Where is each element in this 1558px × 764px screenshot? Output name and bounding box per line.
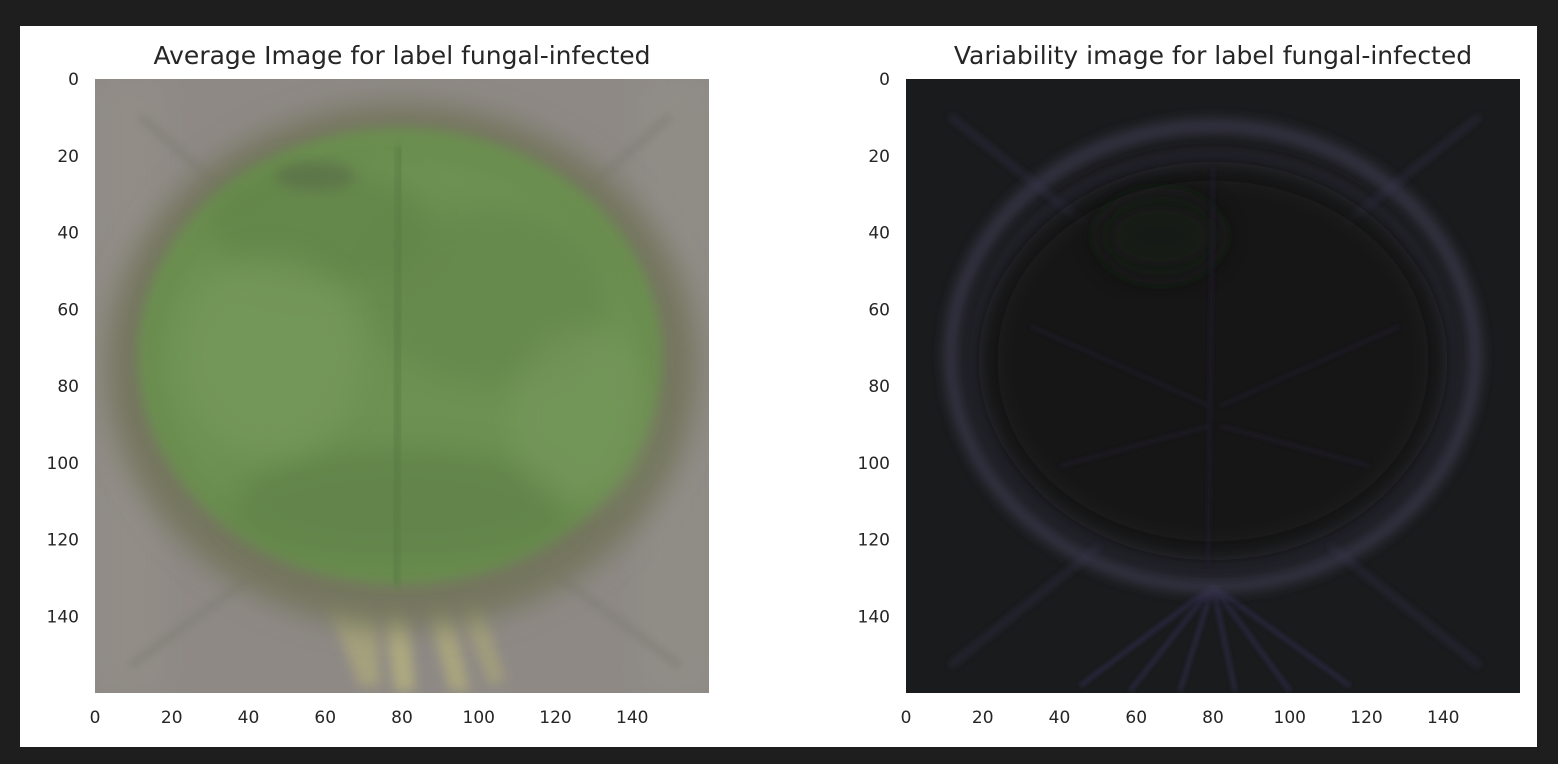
variability-x-tick-label: 0 [901,708,912,728]
average-x-tick-label: 120 [539,708,571,728]
average-y-tick-label: 80 [57,377,79,397]
average-x-tick-label: 20 [161,708,183,728]
variability-y-tick-label: 140 [858,607,890,627]
average-x-tick-label: 140 [616,708,648,728]
variability-y-tick-label: 100 [858,454,890,474]
figure: Average Image for label fungal-infected [20,26,1537,747]
variability-x-tick-label: 80 [1202,708,1224,728]
variability-x-tick-labels: 0 20 40 60 80 100 120 140 [901,708,1460,728]
average-x-tick-label: 40 [238,708,260,728]
variability-x-tick-label: 100 [1274,708,1306,728]
variability-x-tick-label: 140 [1427,708,1459,728]
variability-y-tick-label: 120 [858,531,890,551]
average-image-panel: Average Image for label fungal-infected [47,41,709,728]
variability-y-tick-labels: 0 20 40 60 80 100 120 140 [858,70,890,627]
variability-x-tick-label: 20 [972,708,994,728]
average-x-tick-label: 60 [314,708,336,728]
variability-y-tick-label: 60 [868,300,890,320]
average-image-title: Average Image for label fungal-infected [154,41,651,70]
average-image [95,79,709,693]
variability-x-tick-label: 120 [1350,708,1382,728]
average-x-tick-label: 0 [90,708,101,728]
average-y-tick-label: 40 [57,224,79,244]
variability-y-tick-label: 40 [868,224,890,244]
variability-y-tick-label: 20 [868,147,890,167]
average-y-tick-label: 20 [57,147,79,167]
variability-x-tick-label: 60 [1125,708,1147,728]
variability-y-tick-label: 0 [879,70,890,90]
average-y-tick-label: 140 [47,607,79,627]
average-y-tick-label: 120 [47,531,79,551]
average-x-tick-labels: 0 20 40 60 80 100 120 140 [90,708,649,728]
variability-image [906,79,1520,693]
figure-canvas: Average Image for label fungal-infected [47,41,1520,728]
variability-image-panel: Variability image for label fungal-infec… [858,41,1520,728]
average-y-tick-label: 0 [68,70,79,90]
average-y-tick-label: 100 [47,454,79,474]
variability-x-tick-label: 40 [1049,708,1071,728]
variability-y-tick-label: 80 [868,377,890,397]
average-y-tick-labels: 0 20 40 60 80 100 120 140 [47,70,79,627]
average-x-tick-label: 100 [463,708,495,728]
average-x-tick-label: 80 [391,708,413,728]
average-y-tick-label: 60 [57,300,79,320]
variability-image-title: Variability image for label fungal-infec… [954,41,1472,70]
